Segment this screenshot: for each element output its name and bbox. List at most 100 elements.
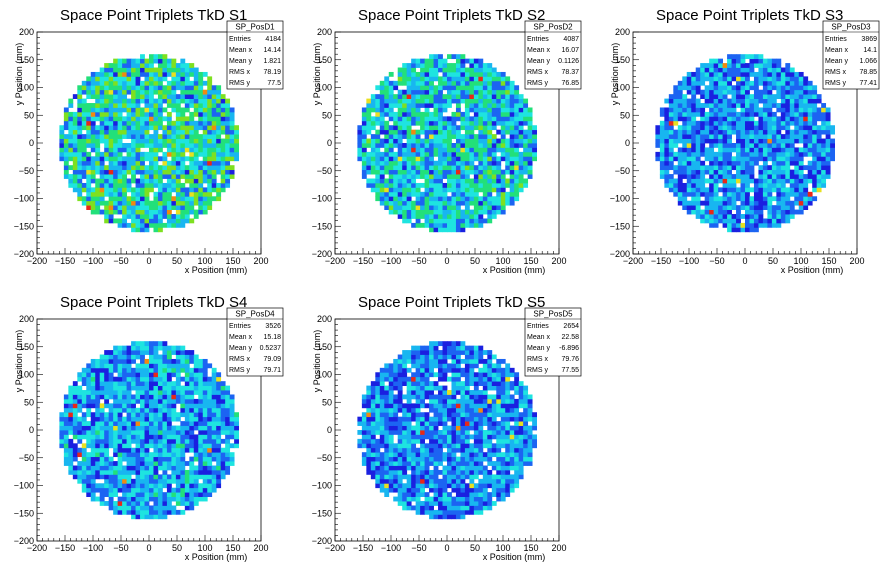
heatmap-bin xyxy=(90,111,96,117)
heatmap-bin xyxy=(812,182,818,188)
heatmap-bin xyxy=(379,174,385,179)
heatmap-bin xyxy=(90,376,96,382)
heatmap-bin xyxy=(393,200,399,206)
heatmap-bin xyxy=(140,438,145,444)
heatmap-bin xyxy=(144,447,150,453)
heatmap-bin xyxy=(433,125,439,131)
heatmap-bin xyxy=(198,174,204,179)
heatmap-bin xyxy=(229,116,235,122)
heatmap-bin xyxy=(202,430,208,435)
heatmap-bin xyxy=(86,191,92,197)
heatmap-bin xyxy=(442,196,448,202)
heatmap-bin xyxy=(108,443,114,449)
heatmap-bin xyxy=(482,196,488,202)
heatmap-bin xyxy=(122,143,127,148)
heatmap-bin xyxy=(704,205,710,210)
heatmap-bin xyxy=(175,209,181,215)
heatmap-bin xyxy=(821,174,827,179)
heatmap-bin xyxy=(451,178,457,184)
heatmap-bin xyxy=(63,403,69,409)
heatmap-bin xyxy=(140,501,145,506)
heatmap-bin xyxy=(393,129,399,135)
heatmap-bin xyxy=(162,125,168,131)
heatmap-bin xyxy=(695,178,701,184)
heatmap-bin xyxy=(718,205,723,210)
heatmap-bin xyxy=(780,191,786,197)
heatmap-bin xyxy=(798,85,804,91)
heatmap-bin xyxy=(193,474,199,480)
heatmap-bin xyxy=(95,412,101,418)
heatmap-bin xyxy=(411,187,417,193)
heatmap-bin xyxy=(406,116,412,122)
heatmap-bin xyxy=(99,200,105,206)
heatmap-bin xyxy=(166,438,172,444)
heatmap-bin xyxy=(429,125,434,131)
heatmap-bin xyxy=(149,182,154,188)
heatmap-bin xyxy=(384,160,390,166)
heatmap-bin xyxy=(379,196,385,202)
heatmap-bin xyxy=(478,214,484,219)
heatmap-bin xyxy=(406,187,412,193)
heatmap-bin xyxy=(216,116,222,122)
heatmap-bin xyxy=(379,169,385,175)
heatmap-bin xyxy=(166,151,172,157)
heatmap-bin xyxy=(767,134,773,139)
heatmap-bin xyxy=(749,58,755,64)
heatmap-bin xyxy=(762,178,768,184)
heatmap-bin xyxy=(821,116,827,122)
heatmap-bin xyxy=(803,151,809,157)
heatmap-bin xyxy=(131,478,136,484)
heatmap-bin xyxy=(722,165,728,171)
heatmap-bin xyxy=(86,76,92,82)
heatmap-bin xyxy=(68,390,74,395)
heatmap-bin xyxy=(514,98,520,104)
heatmap-bin xyxy=(180,98,186,104)
heatmap-bin xyxy=(736,196,741,202)
heatmap-bin xyxy=(157,94,163,99)
heatmap-bin xyxy=(202,147,208,153)
heatmap-bin xyxy=(496,209,502,215)
heatmap-bin xyxy=(731,214,737,219)
heatmap-bin xyxy=(727,205,732,210)
heatmap-bin xyxy=(451,151,457,157)
heatmap-bin xyxy=(749,103,755,108)
heatmap-bin xyxy=(487,129,493,135)
heatmap-bin xyxy=(366,160,372,166)
heatmap-bin xyxy=(429,200,434,206)
heatmap-bin xyxy=(691,125,697,131)
heatmap-bin xyxy=(189,407,195,413)
heatmap-bin xyxy=(90,76,96,82)
heatmap-bin xyxy=(700,218,706,224)
heatmap-bin xyxy=(211,447,217,453)
heatmap-bin xyxy=(388,85,394,91)
heatmap-bin xyxy=(794,169,800,175)
heatmap-bin xyxy=(113,367,119,373)
heatmap-bin xyxy=(166,394,172,400)
heatmap-bin xyxy=(180,487,186,493)
heatmap-bin xyxy=(455,116,461,122)
heatmap-bin xyxy=(478,98,484,104)
heatmap-bin xyxy=(415,222,421,228)
heatmap-bin xyxy=(794,160,800,166)
heatmap-bin xyxy=(442,71,448,77)
heatmap-bin xyxy=(749,129,755,135)
heatmap-bin xyxy=(63,421,69,426)
heatmap-bin xyxy=(709,76,715,82)
heatmap-bin xyxy=(491,174,497,179)
heatmap-bin xyxy=(211,156,217,162)
heatmap-bin xyxy=(95,461,101,466)
heatmap-bin xyxy=(776,143,782,148)
heatmap-bin xyxy=(157,178,163,184)
stats-name: SP_PosD1 xyxy=(235,23,275,32)
heatmap-bin xyxy=(207,363,213,369)
heatmap-bin xyxy=(375,191,381,197)
heatmap-bin xyxy=(749,214,755,219)
heatmap-bin xyxy=(695,147,701,153)
heatmap-bin xyxy=(180,76,186,82)
heatmap-bin xyxy=(718,76,723,82)
heatmap-bin xyxy=(438,178,443,184)
heatmap-bin xyxy=(113,191,119,197)
histogram-panel-4: Space Point Triplets TkD S4−200 −150 −100−… xyxy=(14,294,284,562)
heatmap-bin xyxy=(704,165,710,171)
heatmap-bin xyxy=(375,120,381,126)
